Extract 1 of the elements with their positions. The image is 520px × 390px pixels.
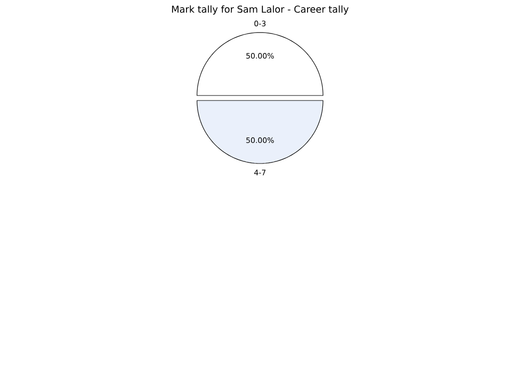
chart-title: Mark tally for Sam Lalor - Career tally <box>172 5 349 15</box>
